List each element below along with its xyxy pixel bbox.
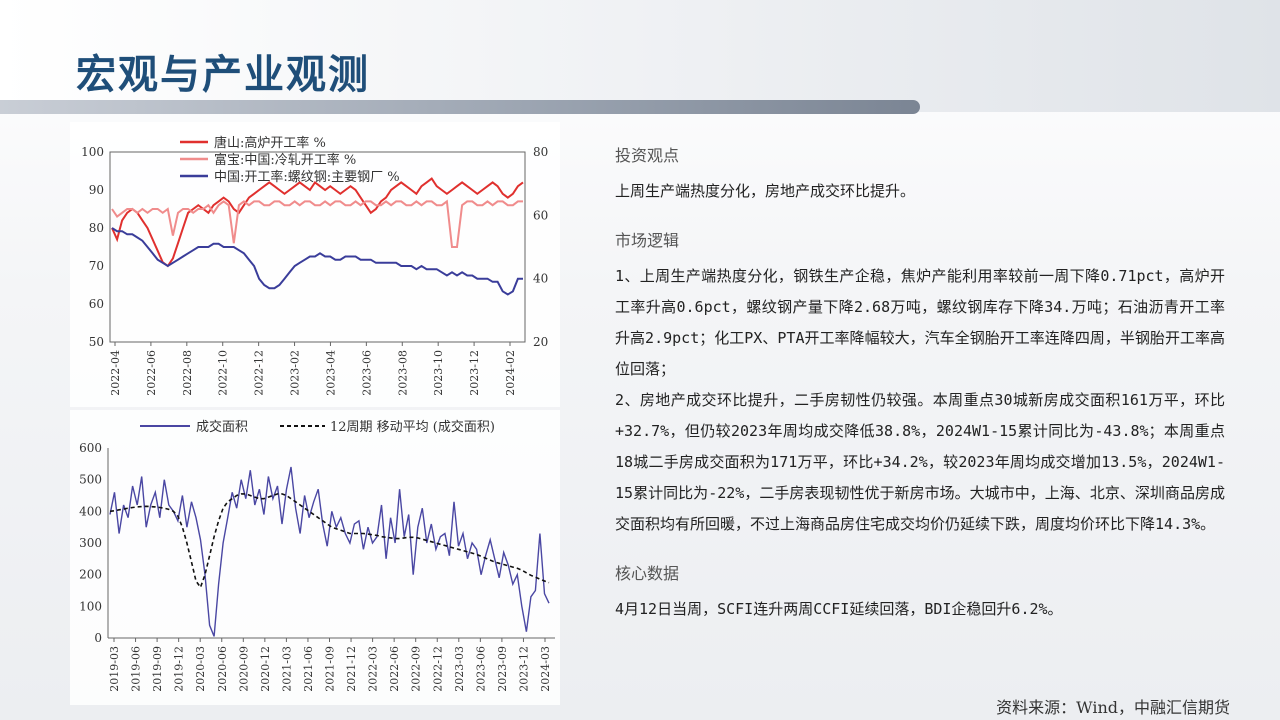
section-paragraph: 1、上周生产端热度分化，钢铁生产企稳，焦炉产能利用率较前一周下降0.71pct，…: [615, 267, 1225, 378]
x-tick-label: 2023-10: [432, 350, 445, 396]
x-tick-label: 2022-03: [367, 646, 380, 692]
x-tick-label: 2023-04: [324, 350, 337, 396]
series-line: [109, 493, 550, 590]
y-left-tick-label: 80: [89, 221, 104, 235]
x-tick-label: 2023-09: [496, 646, 509, 692]
x-tick-label: 2023-06: [474, 646, 487, 692]
y-tick-label: 600: [79, 441, 102, 455]
y-tick-label: 400: [79, 504, 102, 518]
x-tick-label: 2019-03: [108, 646, 121, 692]
source-note: 资料来源：Wind，中融汇信期货: [996, 698, 1230, 717]
series-line: [111, 227, 523, 296]
y-tick-label: 100: [79, 599, 102, 613]
x-tick-label: 2021-06: [302, 646, 315, 692]
x-tick-label: 2019-12: [173, 646, 186, 692]
x-tick-label: 2022-04: [109, 350, 122, 396]
section-head: 核心数据: [615, 564, 680, 583]
section-paragraph: 上周生产端热度分化，房地产成交环比提升。: [615, 182, 916, 200]
y-tick-label: 500: [79, 473, 102, 487]
series-line: [109, 466, 550, 637]
x-tick-label: 2022-06: [145, 350, 158, 396]
legend-label: 富宝:中国:冷轧开工率 %: [214, 152, 356, 168]
y-left-tick-label: 50: [89, 335, 104, 349]
chart-transaction-area: 0 100 200 300 400 500 600 2019-03 2019-06 2019-09…: [70, 410, 560, 705]
header-swoosh: [0, 100, 920, 114]
y-tick-label: 300: [79, 536, 102, 550]
y-right-tick-label: 60: [533, 208, 548, 222]
x-tick-label: 2022-12: [253, 350, 266, 396]
chart-operating-rates: 50 60 70 80 90 100 20 40 60 80 2022-04 2022-06 2022-…: [70, 122, 560, 407]
series-line: [111, 199, 523, 248]
y-right-tick-label: 80: [533, 145, 548, 159]
y-left-tick-label: 100: [81, 145, 104, 159]
x-tick-label: 2024-02: [504, 350, 517, 396]
x-tick-label: 2023-12: [468, 350, 481, 396]
section-core-data: 核心数据 4月12日当周，SCFI连升两周CCFI延续回落，BDI企稳回升6.2…: [615, 560, 1225, 625]
series-line: [111, 177, 524, 268]
x-tick-label: 2023-08: [396, 350, 409, 396]
x-tick-label: 2022-10: [217, 350, 230, 396]
x-tick-label: 2021-03: [280, 646, 293, 692]
y-tick-label: 0: [94, 631, 102, 645]
y-right-tick-label: 40: [533, 272, 548, 286]
x-tick-label: 2020-09: [237, 646, 250, 692]
x-tick-label: 2023-03: [453, 646, 466, 692]
legend-label: 中国:开工率:螺纹钢:主要钢厂 %: [214, 169, 400, 185]
legend-label: 成交面积: [196, 419, 248, 435]
y-left-tick-label: 90: [89, 183, 104, 197]
y-right-tick-label: 20: [533, 335, 548, 349]
x-tick-label: 2019-06: [130, 646, 143, 692]
x-tick-label: 2022-08: [181, 350, 194, 396]
page-title: 宏观与产业观测: [76, 51, 370, 98]
x-tick-label: 2021-12: [345, 646, 358, 692]
y-left-tick-label: 70: [89, 259, 104, 273]
x-tick-label: 2022-09: [410, 646, 423, 692]
section-head: 投资观点: [615, 146, 680, 165]
header-band: [0, 0, 1280, 112]
x-tick-label: 2022-12: [431, 646, 444, 692]
x-tick-label: 2020-03: [194, 646, 207, 692]
section-paragraph: 2、房地产成交环比提升，二手房韧性仍较强。本周重点30城新房成交面积161万平，…: [615, 391, 1225, 533]
chart-transaction-area-svg: 0 100 200 300 400 500 600 2019-03 2019-06 2019-09…: [79, 419, 555, 692]
chart-operating-rates-svg: 50 60 70 80 90 100 20 40 60 80 2022-04 2022-06 2022-…: [81, 135, 548, 396]
y-left-tick-label: 60: [89, 297, 104, 311]
x-tick-label: 2021-09: [324, 646, 337, 692]
section-head: 市场逻辑: [615, 231, 680, 250]
x-tick-label: 2023-06: [360, 350, 373, 396]
section-investment-view: 投资观点 上周生产端热度分化，房地产成交环比提升。: [615, 142, 1225, 207]
x-tick-label: 2023-12: [517, 646, 530, 692]
text-panel: 投资观点 上周生产端热度分化，房地产成交环比提升。 市场逻辑 1、上周生产端热度…: [615, 142, 1225, 645]
x-tick-label: 2024-03: [539, 646, 552, 692]
plot-frame: [109, 151, 526, 343]
legend-label: 12周期 移动平均 (成交面积): [330, 419, 495, 435]
x-tick-label: 2020-12: [259, 646, 272, 692]
section-paragraph: 4月12日当周，SCFI连升两周CCFI延续回落，BDI企稳回升6.2%。: [615, 600, 1063, 618]
x-tick-label: 2023-02: [289, 350, 302, 396]
legend-label: 唐山:高炉开工率 %: [214, 135, 326, 151]
y-tick-label: 200: [79, 568, 102, 582]
x-tick-label: 2022-06: [388, 646, 401, 692]
section-market-logic: 市场逻辑 1、上周生产端热度分化，钢铁生产企稳，焦炉产能利用率较前一周下降0.7…: [615, 227, 1225, 540]
x-tick-label: 2019-09: [151, 646, 164, 692]
x-tick-label: 2020-06: [216, 646, 229, 692]
